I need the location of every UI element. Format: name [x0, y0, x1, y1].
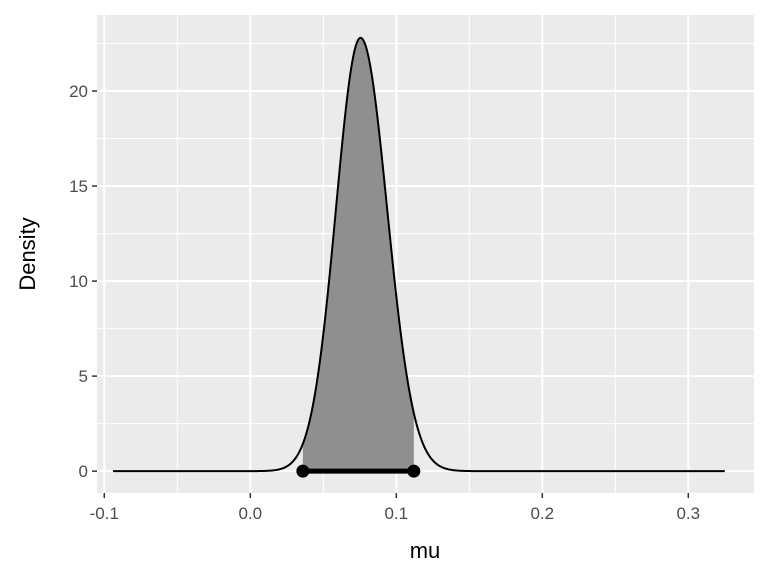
- y-tick-label: 0: [79, 462, 88, 481]
- y-tick-label: 20: [69, 82, 88, 101]
- interval-lower-point: [296, 464, 310, 478]
- x-tick-label: -0.1: [90, 504, 119, 523]
- plot-panel: [97, 15, 754, 493]
- credible-interval-area: [302, 37, 414, 472]
- interval-upper-point: [407, 464, 421, 478]
- density-curve: [113, 36, 725, 473]
- x-tick-label: 0.2: [530, 504, 554, 523]
- x-tick-label: 0.1: [384, 504, 408, 523]
- x-tick-label: 0.3: [676, 504, 700, 523]
- x-tick-label: 0.0: [238, 504, 262, 523]
- y-tick-label: 5: [79, 367, 88, 386]
- grid-major: [97, 15, 754, 493]
- y-axis-title: Density: [15, 217, 40, 290]
- credible-interval: [296, 464, 421, 478]
- y-tick-label: 15: [69, 177, 88, 196]
- y-tick-label: 10: [69, 272, 88, 291]
- grid-minor: [97, 15, 754, 493]
- x-axis-title: mu: [410, 538, 441, 563]
- x-axis: -0.1 0.0 0.1 0.2 0.3: [90, 493, 700, 523]
- y-axis: 0 5 10 15 20: [69, 82, 97, 481]
